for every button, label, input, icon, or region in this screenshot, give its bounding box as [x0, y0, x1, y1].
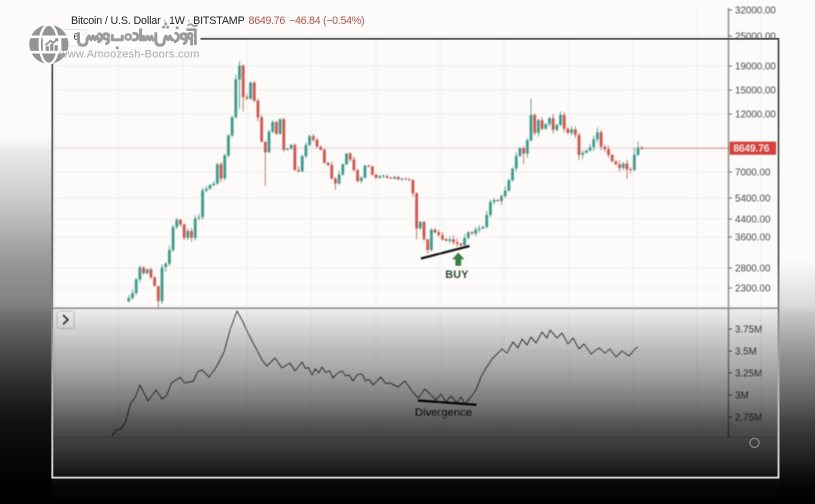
svg-text:2020: 2020 [621, 439, 641, 449]
svg-text:2017: 2017 [53, 439, 73, 449]
svg-text:Sep: Sep [369, 439, 385, 449]
svg-text:2018: 2018 [239, 439, 259, 449]
svg-text:6: 6 [74, 32, 80, 43]
svg-text:www.Amoozesh-Boors.com: www.Amoozesh-Boors.com [59, 48, 200, 60]
svg-text:May: May [305, 439, 323, 449]
svg-text:Sep: Sep [559, 439, 575, 449]
svg-text:May: May [495, 439, 513, 449]
svg-text:Bitcoin / U.S. Dollar·1W·BITST: Bitcoin / U.S. Dollar · 1W · BITSTAMP 8649.76… [71, 15, 364, 27]
svg-text:2019: 2019 [431, 439, 451, 449]
svg-text:May: May [112, 439, 130, 449]
svg-text:May: May [686, 439, 704, 449]
svg-text:Sep: Sep [176, 439, 192, 449]
